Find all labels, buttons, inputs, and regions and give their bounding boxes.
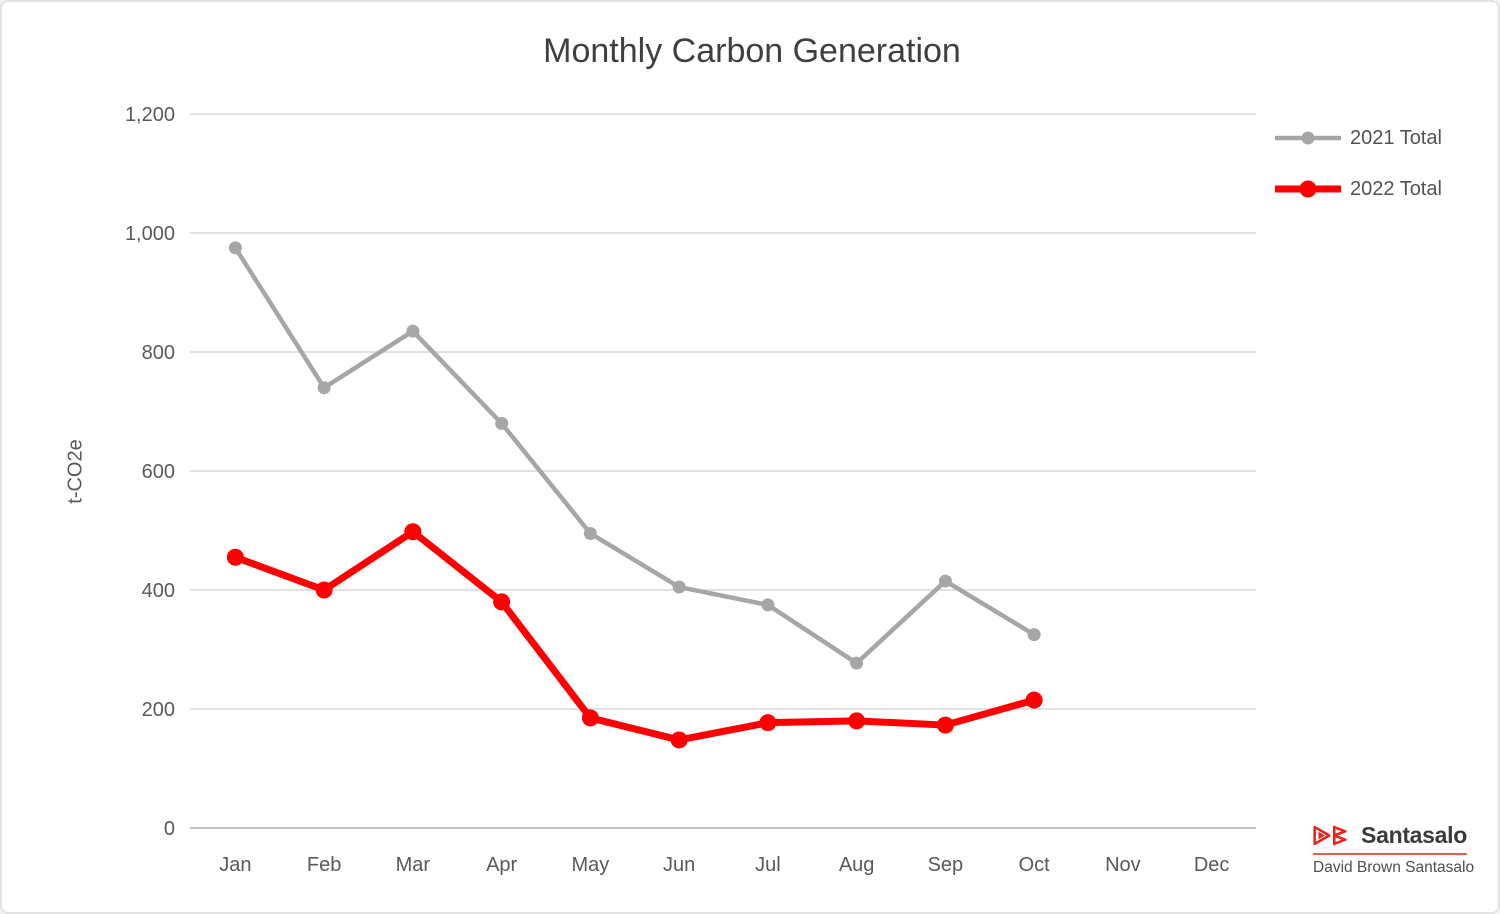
logo: Santasalo David Brown Santasalo [1313,822,1475,877]
data-point-2021-total [1027,628,1041,642]
legend-label: 2022 Total [1350,177,1442,200]
data-point-2021-total [938,574,952,588]
data-point-2022-total [759,714,777,732]
data-point-2022-total [581,709,599,727]
legend-swatch-icon [1275,131,1341,145]
data-point-2021-total [583,526,597,540]
series-line-2021-total [233,245,1037,666]
x-tick-label: May [571,854,609,876]
logo-divider [1313,853,1467,855]
legend-label: 2021 Total [1350,126,1442,149]
y-tick-label: 800 [142,342,175,364]
series-line-2022-total [231,528,1038,744]
y-tick-label: 600 [142,461,175,483]
x-tick-label: Feb [307,854,341,876]
data-point-2022-total [315,581,333,599]
data-point-2021-total [406,324,420,338]
data-point-2021-total [761,598,775,612]
x-tick-label: Dec [1194,854,1230,876]
data-point-2022-total [226,548,244,566]
data-point-2022-total [936,716,954,734]
y-tick-label: 1,000 [125,223,175,245]
data-point-2022-total [404,523,422,541]
y-tick-label: 200 [142,699,175,721]
legend: 2021 Total 2022 Total [1274,126,1442,228]
x-tick-label: Aug [839,854,875,876]
x-tick-label: Sep [928,854,964,876]
x-tick-label: Apr [486,854,517,876]
db-logo-icon [1313,825,1347,846]
data-point-2022-total [848,712,866,730]
legend-swatch-icon [1275,180,1341,198]
data-point-2022-total [670,731,688,749]
y-tick-label: 400 [142,580,175,602]
data-point-2021-total [228,241,242,255]
data-point-2022-total [493,593,511,611]
data-point-2022-total [1025,691,1043,709]
data-point-2021-total [850,656,864,670]
data-point-2021-total [672,580,686,594]
chart-title: Monthly Carbon Generation [543,32,961,70]
data-point-2021-total [317,381,331,395]
y-tick-label: 1,200 [125,104,175,126]
legend-item-2021-total: 2021 Total [1274,126,1442,150]
brand-name: Santasalo [1361,822,1467,848]
x-tick-label: Oct [1019,854,1051,876]
logo-subtitle: David Brown Santasalo [1313,859,1475,876]
legend-item-2022-total: 2022 Total [1274,177,1442,201]
data-point-2021-total [495,416,509,430]
y-tick-label: 0 [164,818,175,840]
x-tick-label: Jul [755,854,781,876]
x-tick-label: Jan [219,854,251,876]
x-tick-label: Mar [396,854,431,876]
x-tick-label: Nov [1105,854,1141,876]
x-tick-label: Jun [663,854,695,876]
